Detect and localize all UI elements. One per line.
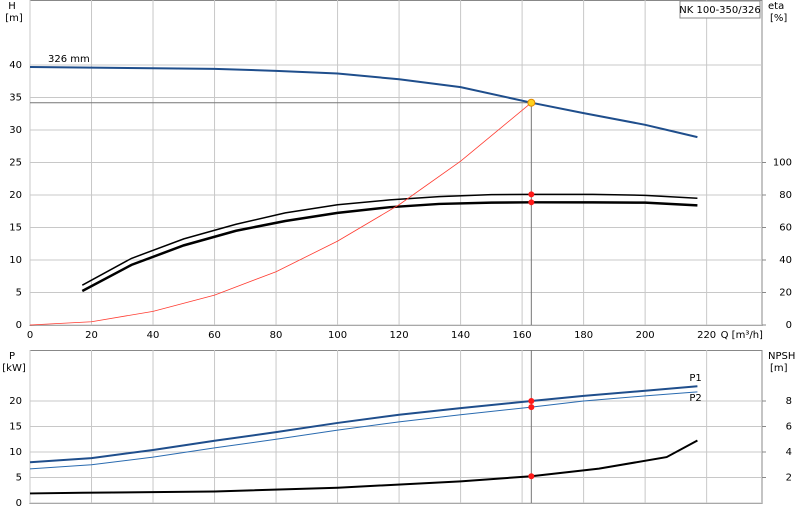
x-tick-label: 60 bbox=[208, 330, 221, 341]
y2-tick-label: 4 bbox=[786, 447, 792, 458]
series-line bbox=[29, 102, 532, 326]
y2-axis-title: NPSH bbox=[768, 351, 795, 362]
title-box bbox=[679, 0, 761, 19]
x-tick-label: 140 bbox=[451, 330, 470, 341]
y2-tick-label: 0 bbox=[786, 320, 792, 331]
y2-tick-label: 2 bbox=[786, 473, 792, 484]
x-tick-label: 100 bbox=[328, 330, 347, 341]
y2-tick-label: 100 bbox=[773, 158, 792, 169]
series-label: P2 bbox=[689, 393, 701, 404]
x-tick-label: 20 bbox=[85, 330, 98, 341]
y2-tick-label: 6 bbox=[786, 422, 792, 433]
duty-power bbox=[528, 404, 535, 411]
x-tick-label: 40 bbox=[147, 330, 160, 341]
y-tick-label: 10 bbox=[9, 255, 22, 266]
series-line bbox=[81, 201, 698, 293]
series-line bbox=[29, 439, 698, 495]
duty-point bbox=[527, 98, 536, 107]
duty-eta bbox=[528, 191, 535, 198]
y2-axis-title: eta bbox=[768, 1, 784, 12]
y-axis-unit: [kW] bbox=[2, 363, 26, 374]
x-tick-label: 220 bbox=[697, 330, 716, 341]
y-tick-label: 15 bbox=[9, 422, 22, 433]
y-tick-label: 5 bbox=[16, 288, 22, 299]
series-line bbox=[81, 193, 698, 286]
x-tick-label: 80 bbox=[270, 330, 283, 341]
duty-npsh bbox=[528, 473, 535, 480]
y-tick-label: 30 bbox=[9, 125, 22, 136]
y-tick-label: 40 bbox=[9, 60, 22, 71]
y-tick-label: 35 bbox=[9, 93, 22, 104]
y2-tick-label: 80 bbox=[779, 190, 792, 201]
x-tick-label: 0 bbox=[27, 330, 33, 341]
y-tick-label: 0 bbox=[16, 498, 22, 509]
y2-axis-unit: [m] bbox=[770, 363, 788, 374]
y2-tick-label: 20 bbox=[779, 288, 792, 299]
y-tick-label: 15 bbox=[9, 223, 22, 234]
chart-title: NK 100-350/326 bbox=[679, 5, 760, 16]
y-tick-label: 20 bbox=[9, 190, 22, 201]
x-axis-title: Q [m³/h] bbox=[721, 330, 763, 341]
y-tick-label: 0 bbox=[16, 320, 22, 331]
series-line bbox=[29, 391, 698, 470]
x-tick-label: 160 bbox=[513, 330, 532, 341]
y-axis-title: P bbox=[9, 351, 15, 362]
series-label: P1 bbox=[689, 373, 701, 384]
y2-tick-label: 60 bbox=[779, 223, 792, 234]
series-line bbox=[29, 385, 698, 464]
y-tick-label: 5 bbox=[16, 473, 22, 484]
duty-power bbox=[528, 398, 535, 404]
y-axis-title: H bbox=[8, 1, 16, 12]
duty-eta bbox=[528, 199, 535, 206]
y2-axis-unit: [%] bbox=[770, 13, 787, 24]
x-tick-label: 200 bbox=[636, 330, 655, 341]
y-axis-unit: [m] bbox=[5, 13, 23, 24]
y-tick-label: 10 bbox=[9, 447, 22, 458]
series-line bbox=[29, 65, 698, 139]
x-tick-label: 180 bbox=[574, 330, 593, 341]
series-label: 326 mm bbox=[48, 54, 90, 65]
y-tick-label: 25 bbox=[9, 158, 22, 169]
y-tick-label: 20 bbox=[9, 396, 22, 407]
y2-tick-label: 40 bbox=[779, 255, 792, 266]
x-tick-label: 120 bbox=[390, 330, 409, 341]
y2-tick-label: 8 bbox=[786, 396, 792, 407]
